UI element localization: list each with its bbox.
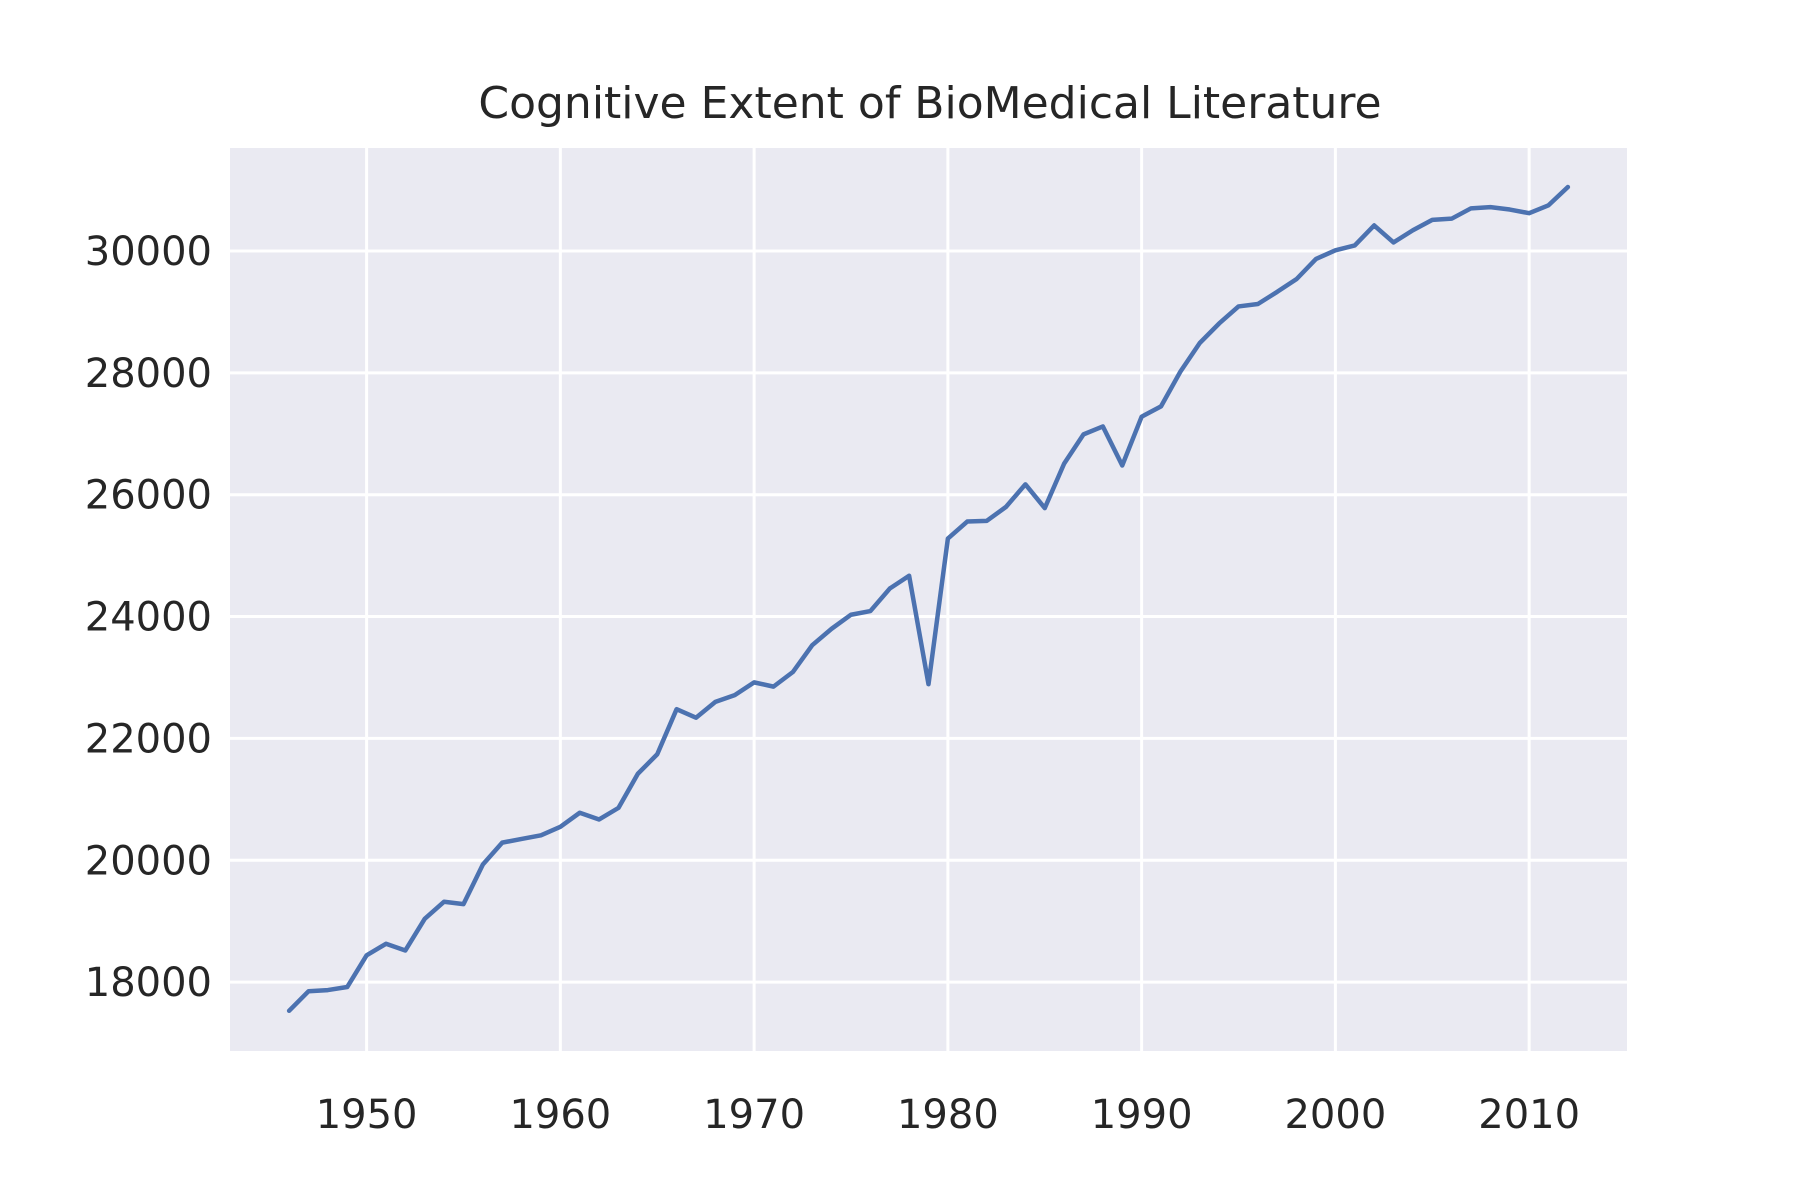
x-tick-label: 1970	[703, 1092, 805, 1138]
x-tick-label: 2010	[1478, 1092, 1580, 1138]
x-axis-ticks: 1950 1960 1970 1980 1990 2000 2010	[316, 1092, 1580, 1138]
x-tick-label: 1990	[1091, 1092, 1193, 1138]
y-tick-label: 20000	[85, 838, 212, 884]
x-tick-label: 1960	[509, 1092, 611, 1138]
series-group	[286, 184, 1571, 1014]
y-tick-label: 24000	[85, 595, 212, 641]
plot-area	[230, 148, 1627, 1051]
y-gridlines	[230, 249, 1627, 984]
y-tick-label: 28000	[85, 351, 212, 397]
x-tick-label: 2000	[1284, 1092, 1386, 1138]
y-tick-label: 26000	[85, 473, 212, 519]
y-axis-ticks: 18000 20000 22000 24000 26000 28000 30000	[85, 229, 212, 1006]
series-line	[286, 184, 1571, 1014]
x-tick-label: 1980	[897, 1092, 999, 1138]
x-tick-label: 1950	[316, 1092, 418, 1138]
chart-title: Cognitive Extent of BioMedical Literatur…	[478, 78, 1381, 129]
y-tick-label: 18000	[85, 960, 212, 1006]
y-tick-label: 30000	[85, 229, 212, 275]
y-tick-label: 22000	[85, 716, 212, 762]
x-gridlines	[365, 148, 1531, 1051]
